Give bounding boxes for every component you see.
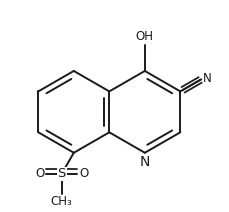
Text: S: S (57, 167, 66, 180)
Text: OH: OH (135, 30, 153, 43)
Text: O: O (79, 167, 88, 180)
Text: N: N (202, 72, 211, 85)
Text: CH₃: CH₃ (51, 195, 72, 208)
Text: N: N (139, 155, 149, 169)
Text: O: O (35, 167, 44, 180)
